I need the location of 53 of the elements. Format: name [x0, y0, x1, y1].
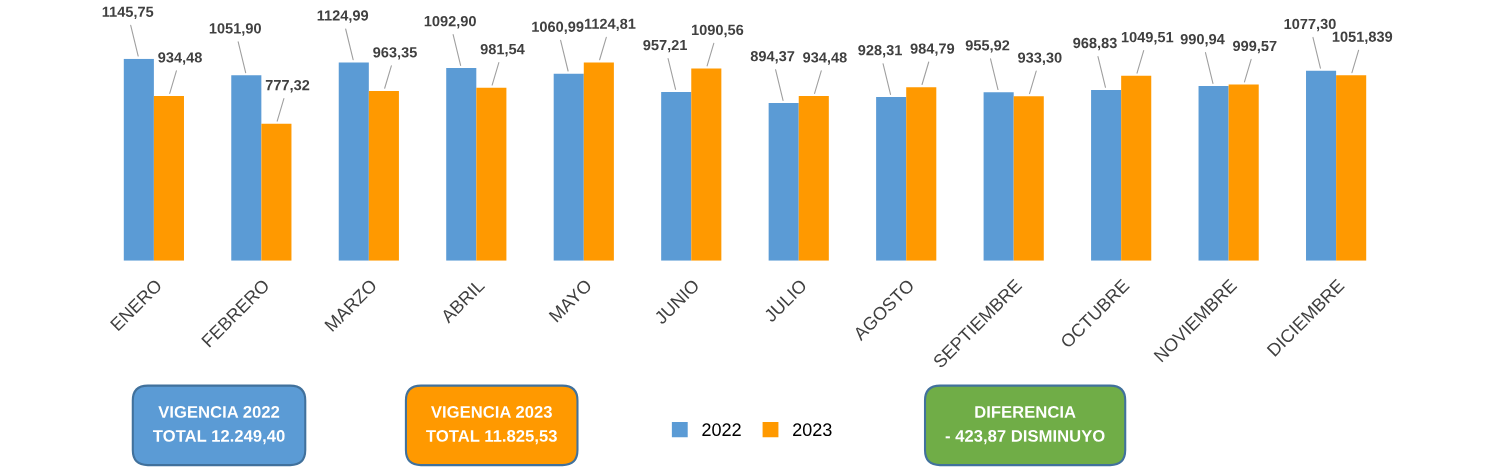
data-label: 933,30 [1018, 52, 1062, 65]
bar [876, 97, 907, 261]
data-label: 1060,99 [532, 21, 584, 35]
bar [1306, 70, 1337, 261]
bar [123, 58, 154, 261]
bar [231, 75, 262, 261]
bar [476, 87, 507, 261]
data-label: 1051,90 [209, 23, 261, 36]
data-label: 1124,99 [317, 10, 369, 23]
bar [768, 103, 799, 261]
bar [1121, 75, 1152, 261]
legend-label: 2023 [793, 423, 832, 437]
text: VIGENCIA 2023 TOTAL 11.825,53 [426, 406, 557, 445]
bar [691, 68, 722, 261]
data-label: 968,83 [1073, 37, 1117, 51]
bar [661, 92, 692, 261]
data-label: 955,92 [965, 40, 1010, 53]
bar [446, 68, 477, 261]
bar [1336, 75, 1367, 261]
text: DIFERENCIA - 423,87 DISMINUYO [945, 406, 1105, 445]
bar [798, 96, 829, 261]
text: VIGENCIA 2022 TOTAL 12.249,40 [152, 406, 285, 445]
bar [261, 123, 292, 261]
data-label: 777,32 [265, 79, 310, 93]
data-label: 981,54 [480, 43, 525, 57]
data-label: 1145,75 [102, 6, 154, 20]
bar [338, 62, 369, 261]
bar [983, 92, 1014, 261]
bar [1198, 86, 1229, 261]
bar [553, 73, 584, 261]
data-label: 1049,51 [1121, 31, 1174, 45]
data-label: 894,37 [750, 50, 795, 64]
bar [906, 87, 937, 261]
data-label: 934,48 [158, 52, 202, 65]
bar [368, 90, 399, 261]
data-label: 1090,56 [691, 24, 744, 38]
bar [1228, 84, 1259, 261]
data-label: 1092,90 [424, 15, 476, 29]
data-label: 928,31 [858, 45, 902, 58]
data-label: 934,48 [803, 52, 847, 65]
data-label: 990,94 [1180, 33, 1225, 47]
bar [1013, 96, 1044, 261]
bar [153, 96, 184, 261]
data-label: 1124,81 [584, 18, 636, 32]
data-label: 999,57 [1233, 40, 1277, 54]
data-label: 1077,30 [1284, 18, 1336, 32]
data-label: 984,79 [910, 43, 955, 56]
bar [583, 62, 614, 261]
data-label: 1051,839 [1332, 31, 1393, 44]
bar [1091, 89, 1122, 261]
data-label: 957,21 [643, 39, 687, 53]
legend-label: 2022 [702, 423, 741, 437]
data-label: 963,35 [373, 47, 417, 60]
